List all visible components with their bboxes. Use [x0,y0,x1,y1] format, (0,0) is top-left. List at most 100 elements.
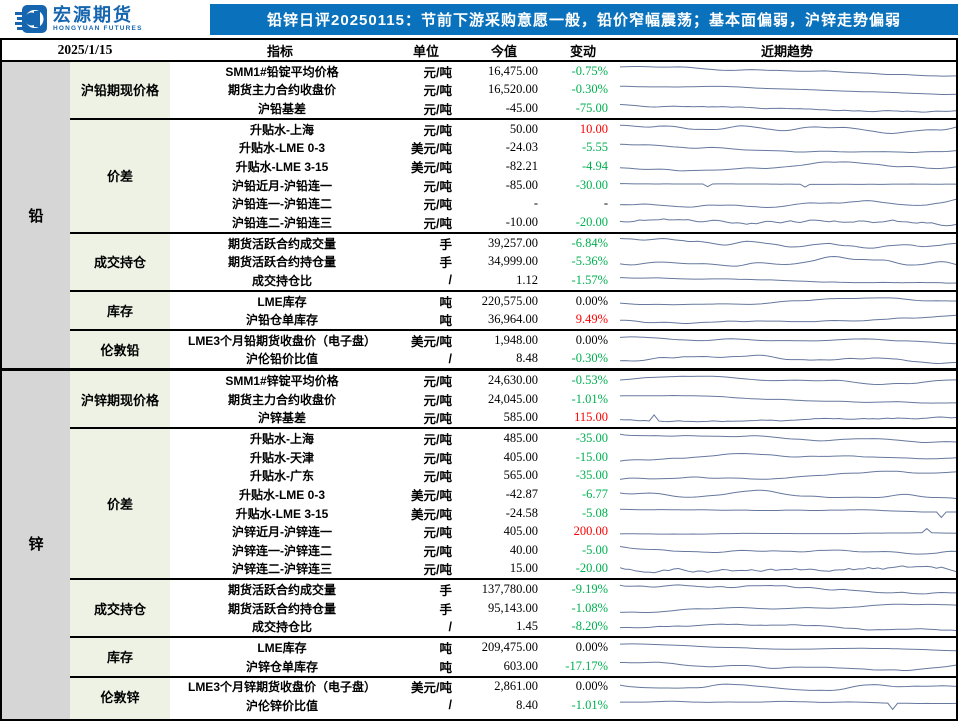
unit-cell: 吨 [439,660,452,675]
metal-section: 锌 沪锌期现价格 SMM1#锌锭平均价格 元/吨 24,630.00 -0.53… [2,368,956,715]
group-label: 沪锌期现价格 [70,371,170,428]
indicator-cell: 升贴水-天津 [250,450,314,465]
sparkline-svg [620,522,956,541]
indicator-group: 伦敦铅 LME3个月铅期货收盘价（电子盘） 美元/吨 1,948.00 0.00… [70,328,956,369]
rows: 升贴水-上海 元/吨 50.00 10.00 升贴水-LME 0-3 美元/吨 … [170,120,956,232]
indicator-group: 成交持仓 期货活跃合约成交量 手 137,780.00 -9.19% 期货活跃合… [70,578,956,637]
rows: SMM1#锌锭平均价格 元/吨 24,630.00 -0.53% 期货主力合约收… [170,371,956,427]
change-cell: -0.53% [571,373,608,388]
indicator-cell: 沪铅连二-沪铅连三 [232,215,332,230]
change-cell: -8.20% [571,619,608,634]
change-cell: -1.01% [571,391,608,406]
trend-sparkline [620,194,956,213]
table-row: 升贴水-上海 元/吨 50.00 10.00 [170,120,956,139]
indicator-group: 伦敦锌 LME3个月锌期货收盘价（电子盘） 美元/吨 2,861.00 0.00… [70,675,956,715]
change-cell: 200.00 [573,524,608,539]
value-cell: 2,861.00 [494,679,538,694]
value-cell: 8.40 [516,697,538,712]
report-date: 2025/1/15 [57,42,113,57]
unit-cell: / [448,698,452,713]
cutoff-row-cell [170,714,956,719]
table-row: 期货主力合约收盘价 元/吨 16,520.00 -0.30% [170,81,956,100]
change-cell: 0.00% [575,332,608,347]
unit-cell: / [448,619,452,634]
rows: 期货活跃合约成交量 手 137,780.00 -9.19% 期货活跃合约持仓量 … [170,580,956,636]
value-cell: 603.00 [503,658,538,673]
unit-cell: 元/吨 [423,103,452,118]
sparkline-svg [620,310,956,329]
col-header-trend: 近期趋势 [760,43,813,59]
sparkline-svg [620,271,956,290]
rows: LME库存 吨 209,475.00 0.00% 沪锌仓单库存 吨 603.00… [170,638,956,675]
sparkline-svg [620,618,956,637]
sparkline-svg [620,678,956,697]
sparkline-svg [620,560,956,579]
group-label: 库存 [70,291,170,329]
trend-sparkline [620,618,956,637]
table-row: 升贴水-LME 3-15 美元/吨 -82.21 -4.94 [170,157,956,176]
value-cell: 50.00 [509,121,538,136]
title-bar: 铅锌日评20250115：节前下游采购意愿一般，铅价窄幅震荡；基本面偏弱，沪锌走… [210,4,958,35]
indicator-cell: LME3个月铅期货收盘价（电子盘） [187,333,376,348]
unit-cell: 元/吨 [423,198,452,213]
change-cell: -75.00 [575,101,608,116]
daily-review-table: 2025/1/15 指标 单位 今值 变动 近期趋势 铅 沪铅期现价格 SMM1… [0,38,958,721]
indicator-group: 沪铅期现价格 SMM1#铅锭平均价格 元/吨 16,475.00 -0.75% … [70,62,956,118]
value-cell: - [533,196,538,211]
indicator-cell: 沪铅仓单库存 [245,313,318,328]
table-row: 沪锌基差 元/吨 585.00 115.00 [170,409,956,428]
brand-text: 宏源期货 HONGYUAN FUTURES [53,6,143,33]
change-cell: -1.08% [571,600,608,615]
group-label: 伦敦铅 [70,330,170,369]
rows: LME3个月铅期货收盘价（电子盘） 美元/吨 1,948.00 0.00% 沪伦… [170,331,956,368]
indicator-group: 价差 升贴水-上海 元/吨 50.00 10.00 升贴水-LME 0-3 美元… [70,117,956,232]
indicator-cell: 期货活跃合约成交量 [227,236,336,251]
table-row: 升贴水-天津 元/吨 405.00 -15.00 [170,448,956,467]
unit-cell: 元/吨 [423,84,452,99]
change-cell: -5.55 [581,140,608,155]
indicator-cell: 沪锌仓单库存 [245,659,318,674]
table-row: LME库存 吨 209,475.00 0.00% [170,638,956,657]
table-row: SMM1#铅锭平均价格 元/吨 16,475.00 -0.75% [170,62,956,81]
brand-name-en: HONGYUAN FUTURES [53,24,143,32]
hongyuan-logo-icon [14,3,48,35]
sparkline-svg [620,466,956,485]
value-cell: 1.12 [516,272,538,287]
unit-cell: 元/吨 [423,544,452,559]
trend-sparkline [620,541,956,560]
trend-sparkline [620,176,956,195]
rows: 期货活跃合约成交量 手 39,257.00 -6.84% 期货活跃合约持仓量 手… [170,234,956,290]
rows: 升贴水-上海 元/吨 485.00 -35.00 升贴水-天津 元/吨 405.… [170,429,956,578]
unit-cell: 吨 [439,642,452,657]
sparkline-svg [620,81,956,100]
indicator-cell: 升贴水-上海 [250,122,314,137]
change-cell: -30.00 [575,177,608,192]
indicator-group: 库存 LME库存 吨 209,475.00 0.00% 沪锌仓单库存 吨 603… [70,636,956,676]
unit-cell: 元/吨 [423,526,452,541]
value-cell: 137,780.00 [481,582,538,597]
change-cell: -35.00 [575,430,608,445]
cutoff-metal-cell [2,714,70,719]
sparkline-svg [620,99,956,118]
indicator-cell: 沪锌连二-沪锌连三 [232,562,332,577]
trend-sparkline [620,466,956,485]
indicator-cell: 沪锌近月-沪锌连一 [232,525,332,540]
trend-sparkline [620,657,956,676]
table-row: 期货活跃合约成交量 手 137,780.00 -9.19% [170,580,956,599]
indicator-cell: 升贴水-广东 [250,469,314,484]
sparkline-svg [620,194,956,213]
sparkline-svg [620,292,956,311]
sparkline-svg [620,157,956,176]
col-header-value: 今值 [490,43,517,59]
trend-sparkline [620,390,956,409]
value-cell: 16,475.00 [488,63,538,78]
change-cell: 9.49% [575,312,608,327]
value-cell: 1,948.00 [494,332,538,347]
table-body: 铅 沪铅期现价格 SMM1#铅锭平均价格 元/吨 16,475.00 -0.75… [2,62,956,715]
value-cell: 95,143.00 [488,600,538,615]
sparkline-svg [620,252,956,271]
unit-cell: 手 [439,602,452,617]
trend-sparkline [620,234,956,253]
value-cell: 485.00 [503,430,538,445]
metal-label: 锌 [2,371,70,715]
